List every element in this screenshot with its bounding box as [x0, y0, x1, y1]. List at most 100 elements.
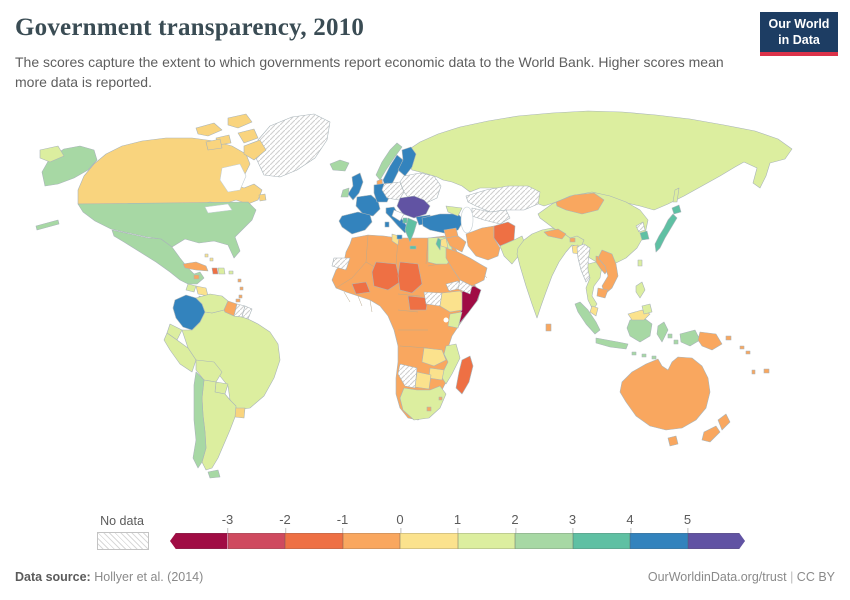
region-philippines-luzon[interactable]	[635, 281, 646, 299]
region-australia[interactable]	[619, 356, 711, 431]
legend-bin[interactable]	[457, 533, 515, 549]
region-south-africa[interactable]	[399, 385, 447, 421]
footer-link[interactable]: OurWorldinData.org/trust	[647, 570, 787, 584]
region-croatia-bosnia[interactable]	[391, 209, 405, 222]
region-iberia[interactable]	[338, 211, 373, 235]
region-india[interactable]	[516, 227, 585, 319]
region-south-korea[interactable]	[639, 230, 650, 241]
region-central-asia[interactable]	[471, 207, 511, 225]
region-lesser-sunda-islands[interactable]	[631, 351, 657, 360]
region-central-african-republic[interactable]	[407, 295, 429, 311]
region-puerto-rico[interactable]	[228, 270, 234, 275]
region-mongolia[interactable]	[555, 192, 605, 215]
region-sri-lanka[interactable]	[545, 323, 552, 332]
region-canada-arctic-islands[interactable]	[195, 113, 267, 202]
region-caucasus[interactable]	[445, 205, 463, 217]
region-philippines-mindanao[interactable]	[641, 303, 653, 315]
region-guyana[interactable]	[223, 300, 238, 317]
region-uk[interactable]	[347, 172, 364, 201]
region-japan[interactable]	[654, 213, 678, 253]
region-nepal[interactable]	[543, 228, 567, 240]
region-new-zealand-south[interactable]	[701, 425, 721, 443]
region-dominican-republic[interactable]	[217, 267, 226, 275]
region-sakhalin[interactable]	[672, 187, 680, 203]
region-new-zealand-north[interactable]	[717, 413, 731, 431]
legend-bin[interactable]	[170, 533, 228, 549]
region-kazakhstan[interactable]	[465, 185, 541, 213]
region-france[interactable]	[355, 194, 381, 217]
region-niger[interactable]	[371, 261, 401, 291]
region-malaysia-peninsula[interactable]	[589, 305, 599, 317]
region-albania[interactable]	[402, 217, 408, 224]
region-solomon-islands[interactable]	[739, 345, 751, 355]
region-turkey[interactable]	[421, 213, 465, 234]
region-cuba[interactable]	[182, 261, 209, 272]
region-western-sahara[interactable]	[331, 257, 351, 271]
region-saudi-arabia[interactable]	[445, 247, 488, 287]
legend-bin[interactable]	[400, 533, 458, 549]
region-moluccas[interactable]	[667, 333, 679, 345]
region-iraq[interactable]	[445, 235, 467, 253]
region-vanuatu[interactable]	[751, 369, 756, 375]
legend-bin[interactable]	[342, 533, 400, 549]
region-sumatra[interactable]	[574, 301, 601, 335]
region-taiwan[interactable]	[637, 259, 643, 267]
region-finland[interactable]	[397, 146, 417, 177]
region-french-guiana[interactable]	[241, 305, 253, 320]
region-iran[interactable]	[465, 225, 501, 261]
legend-bin[interactable]	[515, 533, 573, 549]
region-greenland[interactable]	[255, 113, 331, 178]
region-madagascar[interactable]	[455, 355, 474, 395]
region-haiti[interactable]	[211, 267, 219, 275]
region-greece[interactable]	[404, 217, 418, 243]
region-austria-hungary-balkans[interactable]	[396, 195, 431, 219]
region-fiji[interactable]	[763, 368, 770, 374]
region-chukotka[interactable]	[39, 145, 65, 163]
legend-bin[interactable]	[687, 533, 745, 549]
region-namibia[interactable]	[397, 363, 418, 389]
region-thailand[interactable]	[585, 261, 603, 311]
footer-license[interactable]: CC BY	[796, 570, 835, 584]
region-usa[interactable]	[77, 201, 257, 259]
region-yemen[interactable]	[457, 279, 473, 295]
region-bahamas[interactable]	[204, 253, 214, 262]
region-ireland[interactable]	[340, 187, 350, 198]
region-zimbabwe[interactable]	[428, 367, 445, 381]
region-cambodia[interactable]	[596, 287, 609, 299]
region-new-britain[interactable]	[725, 335, 732, 341]
region-mexico[interactable]	[111, 229, 205, 285]
region-north-korea[interactable]	[635, 221, 646, 233]
region-israel[interactable]	[435, 237, 442, 251]
region-sulawesi[interactable]	[656, 321, 669, 343]
region-sicily[interactable]	[396, 234, 403, 240]
region-peru[interactable]	[163, 332, 197, 373]
region-jamaica[interactable]	[193, 274, 200, 280]
region-tierra-del-fuego[interactable]	[207, 469, 221, 479]
region-sardinia[interactable]	[384, 221, 390, 228]
region-kenya[interactable]	[447, 311, 463, 329]
region-norway[interactable]	[375, 142, 403, 181]
region-chad[interactable]	[397, 261, 423, 294]
region-mozambique[interactable]	[440, 343, 461, 385]
legend-bin[interactable]	[572, 533, 630, 549]
region-west-papua[interactable]	[679, 329, 701, 347]
region-botswana[interactable]	[414, 371, 432, 390]
region-south-sudan[interactable]	[423, 291, 443, 307]
region-java[interactable]	[595, 337, 629, 350]
region-chile[interactable]	[192, 371, 207, 469]
region-bhutan[interactable]	[569, 237, 576, 243]
region-crete[interactable]	[409, 245, 417, 250]
owid-logo[interactable]: Our World in Data	[760, 12, 838, 56]
region-colombia[interactable]	[172, 294, 206, 331]
region-papua-new-guinea[interactable]	[697, 331, 723, 351]
region-aleutian-islands[interactable]	[35, 219, 60, 231]
region-uruguay[interactable]	[234, 407, 246, 419]
region-lesser-antilles[interactable]	[237, 278, 244, 299]
region-burkina-faso[interactable]	[351, 281, 371, 295]
region-zambia[interactable]	[421, 347, 447, 367]
region-swaziland[interactable]	[438, 396, 443, 401]
region-trinidad[interactable]	[235, 298, 241, 303]
region-borneo[interactable]	[626, 317, 653, 343]
region-honduras-nicaragua[interactable]	[195, 285, 209, 297]
region-russia[interactable]	[401, 110, 793, 211]
